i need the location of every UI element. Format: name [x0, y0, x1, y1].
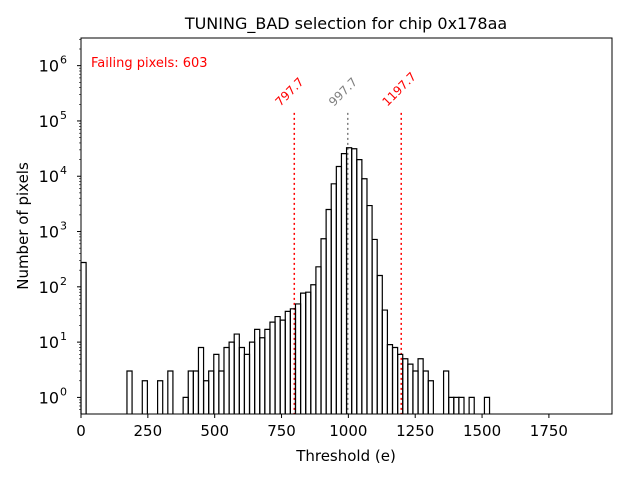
histogram-bar: [325, 208, 332, 414]
plot-frame: [80, 37, 613, 415]
histogram-bar: [218, 370, 225, 414]
histogram-bar: [294, 303, 302, 414]
histogram-bar: [310, 284, 317, 414]
histogram-bar: [417, 358, 424, 414]
histogram-bar: [386, 344, 394, 414]
histogram-bar: [391, 346, 399, 414]
histogram-bar: [264, 328, 271, 414]
y-tick-exponent: 2: [60, 275, 67, 288]
histogram-bar: [228, 341, 235, 414]
y-tick-label: 10: [39, 388, 59, 407]
x-tick-label: 1500: [463, 422, 501, 440]
histogram-bar: [483, 396, 491, 414]
histogram-bar: [192, 370, 200, 414]
histogram-bar: [187, 370, 194, 414]
histogram-bar: [412, 370, 419, 414]
histogram-bar: [376, 274, 383, 414]
histogram-bar: [468, 396, 475, 414]
y-tick-label: 10: [39, 278, 59, 297]
histogram-bar: [448, 396, 455, 414]
histogram-bar: [442, 370, 450, 414]
y-tick-label: 10: [39, 57, 59, 76]
chart-title: TUNING_BAD selection for chip 0x178aa: [184, 14, 507, 34]
y-tick-exponent: 5: [60, 109, 67, 122]
histogram-bar: [269, 321, 276, 414]
histogram-bar: [167, 370, 174, 414]
histogram-bar: [366, 204, 373, 414]
y-tick-label: 10: [39, 167, 59, 186]
x-tick-label: 1000: [329, 422, 367, 440]
histogram-bar: [254, 328, 261, 414]
y-tick-label: 10: [39, 112, 59, 131]
histogram-bar: [243, 353, 251, 414]
histogram-bar: [427, 380, 434, 414]
histogram-bar: [299, 292, 307, 414]
x-tick-label: 1250: [396, 422, 434, 440]
x-tick-label: 500: [200, 422, 229, 440]
histogram-bar: [279, 319, 286, 414]
histogram-bar: [330, 183, 337, 414]
histogram-bar: [197, 346, 205, 414]
y-axis-label: Number of pixels: [14, 162, 32, 290]
histogram-bar: [305, 291, 312, 414]
histogram-bar: [458, 396, 465, 414]
threshold-line-label: 797.7: [273, 75, 307, 109]
histogram-bars: [80, 147, 491, 414]
x-tick-label: 250: [134, 422, 163, 440]
x-tick-label: 1750: [530, 422, 568, 440]
histogram-bar: [182, 396, 189, 414]
histogram-bar: [356, 158, 363, 414]
histogram-bar: [320, 238, 327, 414]
y-tick-exponent: 6: [60, 54, 67, 67]
histogram-bar: [402, 358, 409, 414]
histogram-bar: [284, 310, 291, 414]
y-tick-exponent: 3: [60, 220, 67, 233]
y-tick-exponent: 4: [60, 164, 67, 177]
histogram-bar: [233, 333, 240, 414]
histogram-bar: [213, 353, 220, 414]
x-tick-label: 750: [267, 422, 296, 440]
histogram-bar: [340, 153, 348, 414]
y-tick-exponent: 0: [60, 385, 67, 398]
threshold-line-label: 1197.7: [379, 69, 419, 109]
histogram-bar: [126, 370, 133, 414]
histogram-bar: [371, 238, 378, 414]
histogram-bar: [223, 346, 230, 414]
histogram-bar: [208, 370, 215, 414]
histogram-bar: [407, 363, 414, 414]
annotation-failing-pixels: Failing pixels: 603: [91, 56, 208, 71]
y-tick-exponent: 1: [60, 330, 67, 343]
x-axis-label: Threshold (e): [295, 447, 396, 465]
histogram-bar: [80, 261, 87, 414]
x-tick-label: 0: [76, 422, 86, 440]
histogram-bar: [351, 148, 358, 414]
histogram-bar: [259, 337, 266, 414]
y-tick-label: 10: [39, 333, 59, 352]
histogram-bar: [361, 178, 368, 414]
threshold-line-label: 997.7: [326, 75, 360, 109]
histogram-bar: [453, 396, 460, 414]
y-tick-label: 10: [39, 223, 59, 242]
x-axis: 0 250 500 750 1000 1250 1500 1750: [76, 414, 568, 440]
histogram-bar: [315, 266, 322, 414]
histogram-bar: [381, 309, 389, 414]
histogram-bar: [248, 341, 256, 414]
histogram-bar: [274, 315, 281, 414]
histogram-bar: [157, 380, 164, 414]
histogram-bar: [335, 165, 343, 414]
histogram-bar: [422, 370, 429, 414]
histogram-bar: [141, 380, 148, 414]
histogram-bar: [238, 346, 246, 414]
histogram-bar: [202, 380, 210, 414]
